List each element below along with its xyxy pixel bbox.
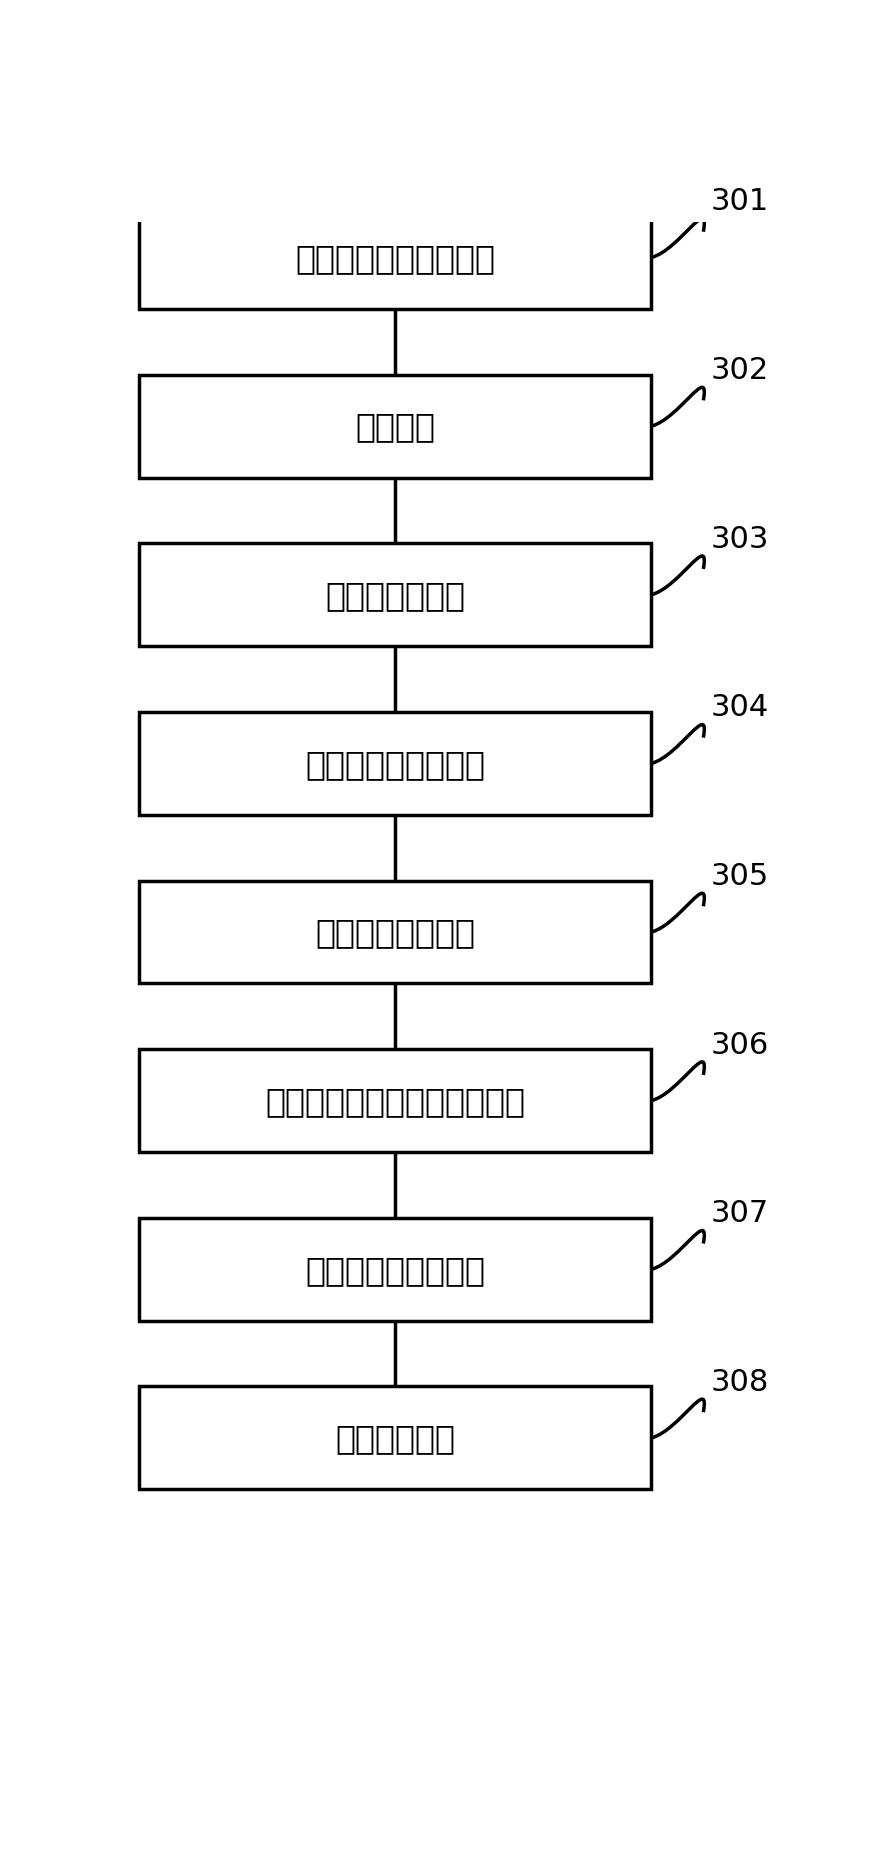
Text: 304: 304 [710,694,769,722]
Bar [139,208,651,310]
Text: 最大值获取模块: 最大值获取模块 [325,579,465,612]
Bar [139,881,651,983]
Text: 数据发送模块: 数据发送模块 [336,1421,455,1454]
Bar [139,1388,651,1490]
Text: 最佳充电站确定模块: 最佳充电站确定模块 [305,1254,486,1286]
Text: 308: 308 [710,1367,769,1397]
Text: 303: 303 [710,525,769,553]
Bar [139,375,651,479]
Text: 301: 301 [710,187,769,217]
Text: 充电数据获取模块: 充电数据获取模块 [315,916,475,950]
Text: 车辆位置数据获取模块: 车辆位置数据获取模块 [296,241,496,275]
Text: 充电桩数量确定模块: 充电桩数量确定模块 [305,748,486,781]
Text: 305: 305 [710,861,769,890]
Bar [139,1050,651,1152]
Text: 306: 306 [710,1030,769,1059]
Bar [139,544,651,647]
Bar [139,1219,651,1321]
Text: 302: 302 [710,356,769,384]
Text: 待充电车辆位置信息获取模块: 待充电车辆位置信息获取模块 [265,1085,525,1117]
Text: 聚类模块: 聚类模块 [355,410,436,443]
Bar [139,712,651,816]
Text: 307: 307 [710,1198,769,1228]
